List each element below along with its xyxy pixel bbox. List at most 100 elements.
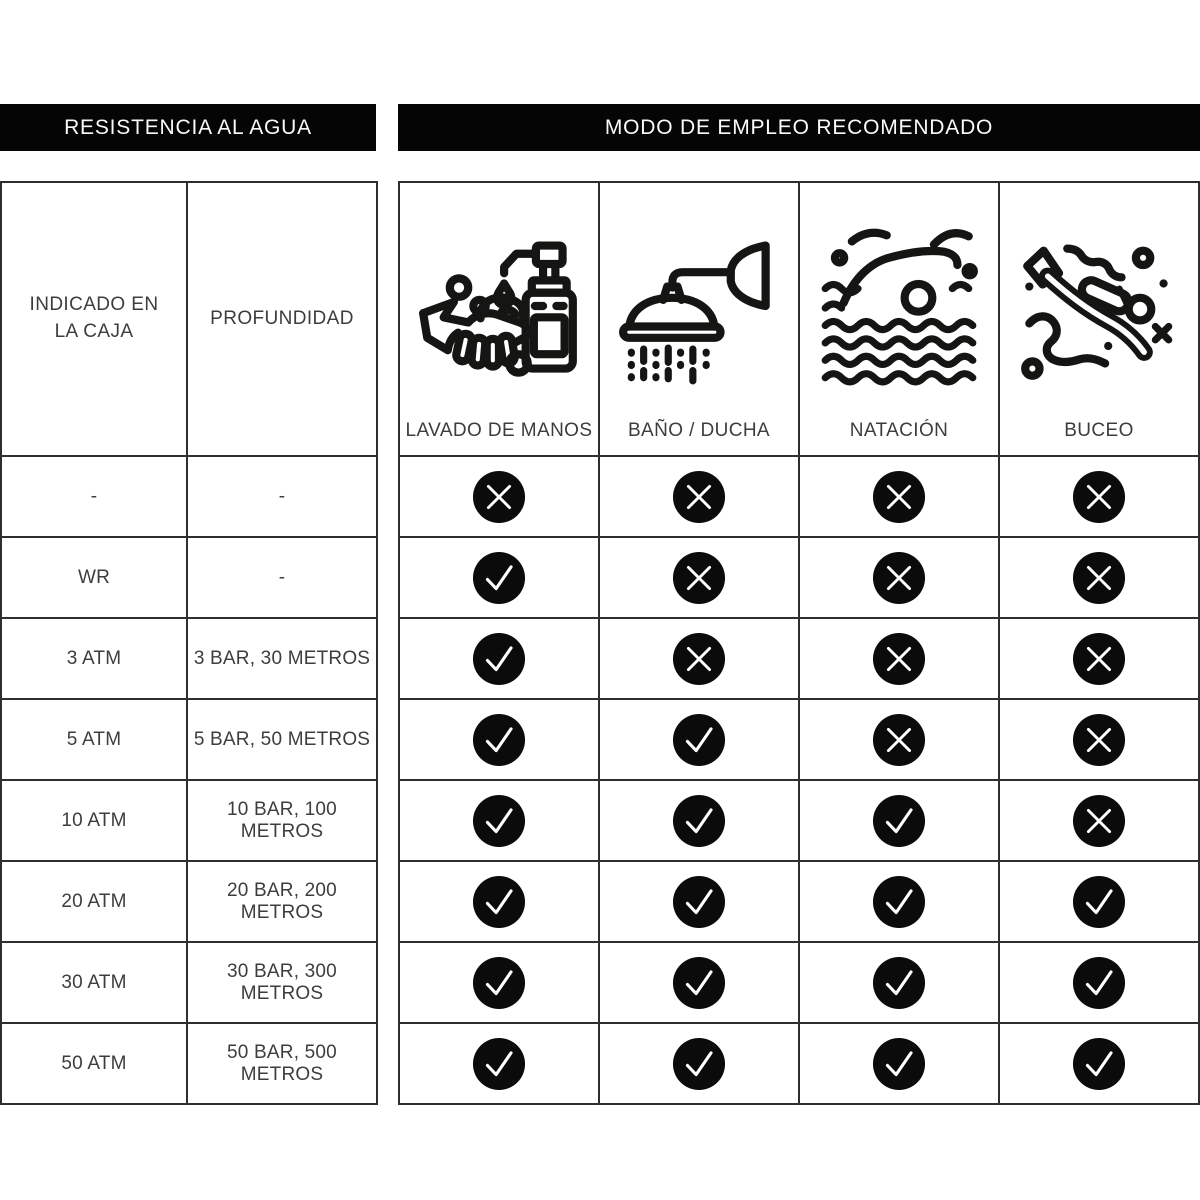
mark-cell <box>598 1022 800 1105</box>
value-cell: 5 BAR, 50 METROS <box>186 698 378 781</box>
mark-cell <box>798 1022 1000 1105</box>
check-mark-icon <box>672 794 726 847</box>
column-header-indicado-en-la-caja: INDICADO EN LA CAJA <box>0 181 188 457</box>
water-resistance-row: WR - <box>0 536 378 619</box>
usage-column-label: LAVADO DE MANOS <box>405 420 593 441</box>
usage-row <box>398 1022 1200 1105</box>
value-cell: 3 BAR, 30 METROS <box>186 617 378 700</box>
usage-column-label: NATACIÓN <box>849 420 949 441</box>
mark-cell <box>598 779 800 862</box>
check-mark-icon <box>672 713 726 766</box>
usage-row <box>398 779 1200 862</box>
check-mark-icon <box>872 1037 926 1090</box>
mark-cell <box>398 779 600 862</box>
water-resistance-row: 20 ATM 20 BAR, 200 METROS <box>0 860 378 943</box>
cross-mark-icon <box>472 470 526 523</box>
value-cell: - <box>0 455 188 538</box>
column-header-buceo: BUCEO <box>998 181 1200 457</box>
mark-cell <box>398 536 600 619</box>
mark-cell <box>598 617 800 700</box>
water-resistance-row: 3 ATM 3 BAR, 30 METROS <box>0 617 378 700</box>
cross-mark-icon <box>872 470 926 523</box>
mark-cell <box>998 860 1200 943</box>
value-cell: 20 BAR, 200 METROS <box>186 860 378 943</box>
usage-table-body <box>398 455 1200 1105</box>
mark-cell <box>798 455 1000 538</box>
water-resistance-row: 30 ATM 30 BAR, 300 METROS <box>0 941 378 1024</box>
water-resistance-header-row: INDICADO EN LA CAJA PROFUNDIDAD <box>0 181 378 457</box>
check-mark-icon <box>472 713 526 766</box>
water-resistance-row: 10 ATM 10 BAR, 100 METROS <box>0 779 378 862</box>
column-header-lavado-de-manos: LAVADO DE MANOS <box>398 181 600 457</box>
value-cell: 20 ATM <box>0 860 188 943</box>
value-cell: 30 BAR, 300 METROS <box>186 941 378 1024</box>
check-mark-icon <box>472 875 526 928</box>
value-cell: 10 BAR, 100 METROS <box>186 779 378 862</box>
mark-cell <box>798 779 1000 862</box>
mark-cell <box>798 698 1000 781</box>
usage-column-label: BAÑO / DUCHA <box>627 420 771 441</box>
mark-cell <box>398 455 600 538</box>
water-resistance-table: INDICADO EN LA CAJA PROFUNDIDAD - - WR -3 A… <box>0 181 378 1105</box>
cross-mark-icon <box>672 470 726 523</box>
cross-mark-icon <box>1072 713 1126 766</box>
mark-cell <box>398 941 600 1024</box>
value-cell: 50 BAR, 500 METROS <box>186 1022 378 1105</box>
value-cell: - <box>186 455 378 538</box>
cross-mark-icon <box>672 551 726 604</box>
value-cell: 10 ATM <box>0 779 188 862</box>
water-resistance-title: RESISTENCIA AL AGUA <box>64 115 312 139</box>
mark-cell <box>398 617 600 700</box>
usage-header-bar: MODO DE EMPLEO RECOMENDADO <box>398 104 1200 151</box>
mark-cell <box>998 455 1200 538</box>
mark-cell <box>798 941 1000 1024</box>
usage-column-label: BUCEO <box>1064 420 1134 441</box>
mark-cell <box>598 536 800 619</box>
swimming-icon <box>821 228 978 385</box>
mark-cell <box>998 698 1200 781</box>
mark-cell <box>798 617 1000 700</box>
usage-header-row: LAVADO DE MANOS <box>398 181 1200 457</box>
usage-row <box>398 455 1200 538</box>
cross-mark-icon <box>1072 632 1126 685</box>
cross-mark-icon <box>872 713 926 766</box>
cross-mark-icon <box>1072 470 1126 523</box>
value-cell: 50 ATM <box>0 1022 188 1105</box>
check-mark-icon <box>1072 1037 1126 1090</box>
check-mark-icon <box>1072 875 1126 928</box>
column-header-profundidad: PROFUNDIDAD <box>186 181 378 457</box>
mark-cell <box>998 1022 1200 1105</box>
water-resistance-header-bar: RESISTENCIA AL AGUA <box>0 104 376 151</box>
value-cell: 30 ATM <box>0 941 188 1024</box>
usage-title: MODO DE EMPLEO RECOMENDADO <box>604 115 994 139</box>
mark-cell <box>598 455 800 538</box>
cross-mark-icon <box>1072 551 1126 604</box>
cross-mark-icon <box>872 551 926 604</box>
cross-mark-icon <box>872 632 926 685</box>
check-mark-icon <box>472 551 526 604</box>
scuba-diving-icon <box>1021 244 1173 380</box>
mark-cell <box>798 860 1000 943</box>
column-header-natacion: NATACIÓN <box>798 181 1000 457</box>
check-mark-icon <box>472 1037 526 1090</box>
usage-row <box>398 617 1200 700</box>
mark-cell <box>598 698 800 781</box>
water-resistance-row: -- <box>0 455 378 538</box>
column-header-bano-ducha: BAÑO / DUCHA <box>598 181 800 457</box>
value-cell: 5 ATM <box>0 698 188 781</box>
mark-cell <box>998 941 1200 1024</box>
check-mark-icon <box>872 956 926 1009</box>
mark-cell <box>398 860 600 943</box>
shower-icon <box>619 240 770 384</box>
check-mark-icon <box>672 956 726 1009</box>
mark-cell <box>998 617 1200 700</box>
check-mark-icon <box>472 794 526 847</box>
value-cell: 3 ATM <box>0 617 188 700</box>
value-cell: - <box>186 536 378 619</box>
mark-cell <box>998 779 1200 862</box>
value-cell: WR <box>0 536 188 619</box>
cross-mark-icon <box>672 632 726 685</box>
water-resistance-row: 5 ATM 5 BAR, 50 METROS <box>0 698 378 781</box>
mark-cell <box>598 941 800 1024</box>
water-resistance-table-body: - - WR -3 ATM 3 BAR, 30 METROS 5 ATM 5 BAR, 50… <box>0 455 378 1105</box>
